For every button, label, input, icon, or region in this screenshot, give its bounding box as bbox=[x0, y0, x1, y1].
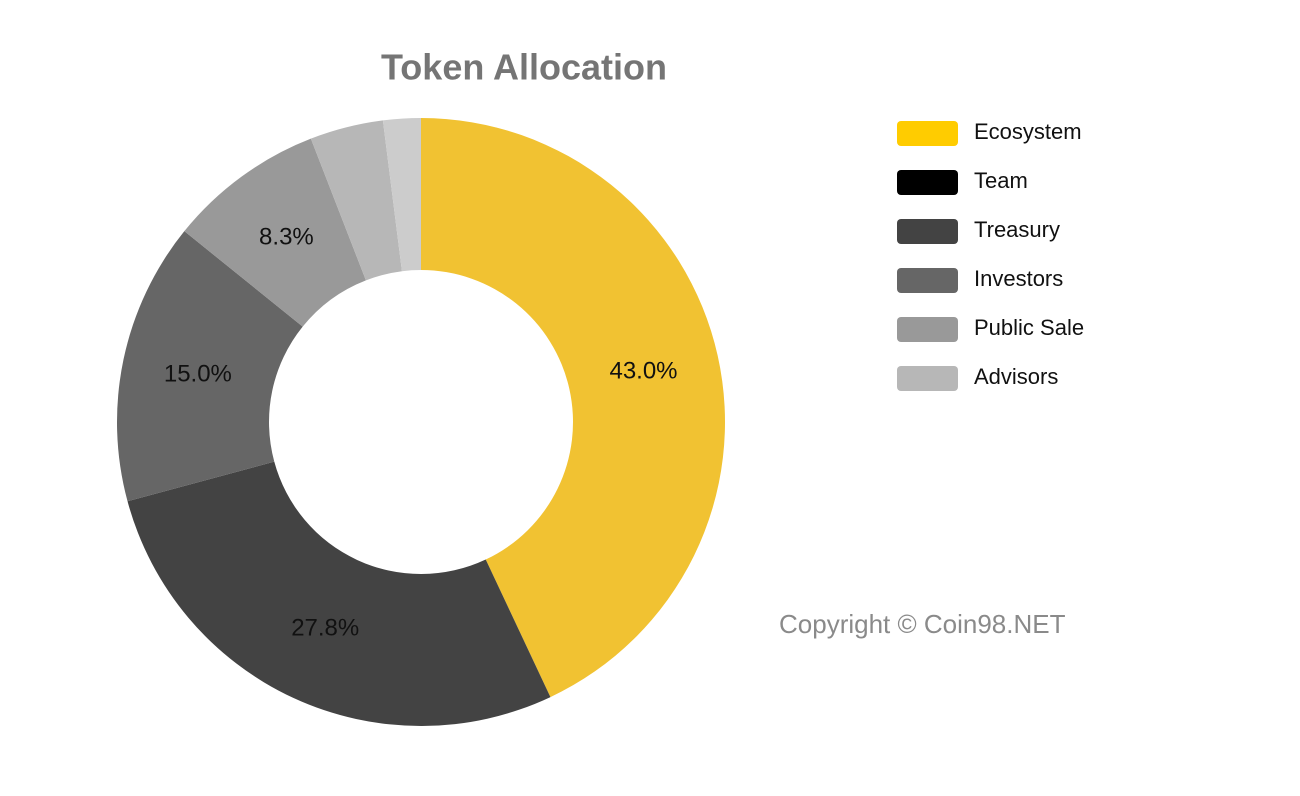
legend-swatch bbox=[897, 219, 958, 244]
legend-label: Public Sale bbox=[974, 315, 1084, 340]
legend-swatch bbox=[897, 366, 958, 391]
copyright: Copyright © Coin98.NET bbox=[779, 609, 1066, 639]
data-label: 43.0% bbox=[609, 358, 677, 385]
chart-title: Token Allocation bbox=[381, 47, 667, 88]
data-label: 15.0% bbox=[164, 360, 232, 387]
legend-swatch bbox=[897, 268, 958, 293]
data-label: 8.3% bbox=[259, 223, 314, 250]
slice bbox=[116, 231, 303, 502]
slice bbox=[310, 120, 402, 281]
legend-label: Team bbox=[974, 168, 1028, 193]
legend-label: Ecosystem bbox=[974, 119, 1082, 144]
slice bbox=[382, 118, 421, 272]
legend-swatch bbox=[897, 170, 958, 195]
slice bbox=[184, 138, 366, 327]
data-label: 27.8% bbox=[291, 614, 359, 641]
legend-swatch bbox=[897, 121, 958, 146]
legend-label: Treasury bbox=[974, 217, 1060, 242]
slice bbox=[421, 118, 725, 698]
slice bbox=[127, 461, 551, 726]
legend-label: Investors bbox=[974, 266, 1063, 291]
legend-swatch bbox=[897, 317, 958, 342]
legend-label: Advisors bbox=[974, 364, 1058, 389]
